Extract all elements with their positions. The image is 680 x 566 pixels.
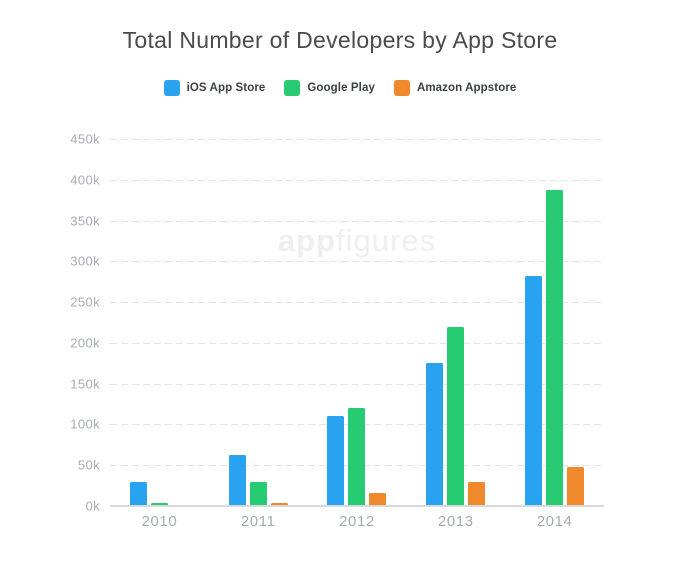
- legend-swatch-ios-icon: [163, 80, 180, 96]
- y-tick-label-200k: 200k: [70, 335, 100, 351]
- bar-amazon-appstore-2014: [567, 466, 585, 506]
- legend-item-google-play: Google Play: [284, 80, 375, 96]
- bar-ios-app-store-2014: [525, 276, 543, 506]
- bar-ios-app-store-2010: [129, 481, 147, 506]
- x-tick-label-2010: 2010: [141, 513, 178, 530]
- bar-google-play-2014: [546, 189, 564, 506]
- chart-title: Total Number of Developers by App Store: [122, 27, 558, 53]
- bar-group-2014: [505, 139, 604, 506]
- gridline-300k: [110, 261, 604, 263]
- x-tick-label-2012: 2012: [339, 513, 375, 530]
- bar-ios-app-store-2013: [426, 363, 444, 506]
- y-tick-label-0k: 0k: [85, 498, 100, 514]
- legend-label-google: Google Play: [307, 82, 375, 94]
- gridline-200k: [110, 342, 604, 344]
- watermark-bold-text: app: [277, 223, 337, 258]
- legend-item-amazon-appstore: Amazon Appstore: [393, 80, 517, 96]
- legend-swatch-amazon-icon: [393, 80, 410, 96]
- legend-label-amazon: Amazon Appstore: [416, 82, 517, 94]
- legend-swatch-google-icon: [284, 80, 301, 96]
- bar-ios-app-store-2011: [228, 455, 246, 506]
- bar-group-2012: [308, 139, 407, 506]
- y-tick-label-450k: 450k: [70, 131, 100, 147]
- y-tick-label-400k: 400k: [70, 172, 100, 188]
- gridline-450k: [110, 139, 604, 140]
- legend-label-ios: iOS App Store: [186, 82, 266, 94]
- bar-series-container: [110, 139, 604, 506]
- y-tick-label-150k: 150k: [70, 376, 100, 392]
- x-axis-labels: 2010 2011 2012 2013 2014: [110, 513, 604, 530]
- bar-google-play-2011: [249, 481, 267, 506]
- legend: iOS App Store Google Play Amazon Appstor…: [0, 80, 680, 96]
- y-tick-label-300k: 300k: [70, 253, 100, 269]
- gridline-400k: [110, 179, 604, 181]
- bar-google-play-2013: [447, 326, 465, 506]
- gridline-250k: [110, 302, 604, 304]
- watermark-light-text: figures: [336, 223, 437, 258]
- gridline-350k: [110, 220, 604, 222]
- y-tick-label-100k: 100k: [70, 416, 100, 432]
- bar-google-play-2010: [150, 502, 168, 506]
- x-tick-label-2011: 2011: [240, 513, 276, 530]
- bar-ios-app-store-2012: [327, 415, 345, 506]
- y-axis-labels: 0k 50k 100k 150k 200k 250k 300k 350k 400k 450k: [0, 132, 100, 514]
- bar-amazon-appstore-2013: [468, 482, 486, 506]
- bar-group-2010: [110, 139, 209, 506]
- x-tick-label-2014: 2014: [536, 513, 573, 530]
- legend-item-ios-app-store: iOS App Store: [163, 80, 266, 96]
- bar-amazon-appstore-2011: [270, 502, 288, 506]
- plot-area: appfigures: [110, 139, 604, 507]
- bar-group-2013: [406, 139, 505, 506]
- watermark: appfigures: [110, 223, 604, 259]
- y-tick-label-350k: 350k: [70, 213, 100, 229]
- bar-group-2011: [209, 139, 308, 506]
- y-tick-label-50k: 50k: [77, 457, 100, 473]
- x-tick-label-2013: 2013: [437, 513, 474, 530]
- y-tick-label-250k: 250k: [70, 294, 100, 310]
- bar-amazon-appstore-2012: [369, 493, 387, 506]
- gridline-150k: [110, 383, 604, 385]
- x-axis-line: [110, 505, 604, 507]
- bar-google-play-2012: [348, 408, 366, 506]
